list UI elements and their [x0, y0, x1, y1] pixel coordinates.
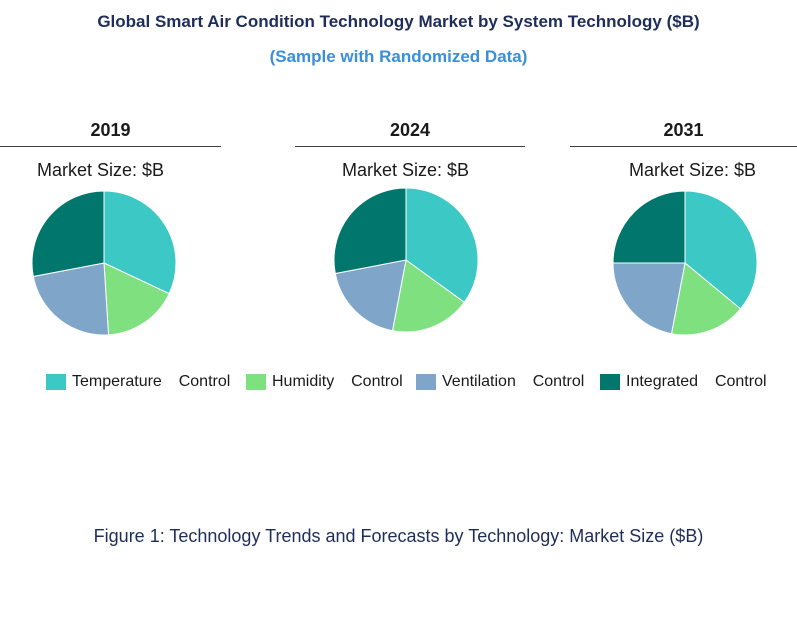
legend-label: Humidity Control — [272, 373, 403, 390]
legend-swatch — [246, 374, 266, 390]
pie-panel-2019: 2019 Market Size: $B — [0, 114, 221, 344]
pie-slice-humidity-control — [391, 259, 465, 333]
pie-chart-2031 — [612, 190, 758, 336]
year-divider — [570, 146, 797, 147]
pie-slice-integrated-control — [333, 187, 407, 275]
legend-item-humidity-control: Humidity Control — [246, 372, 403, 392]
market-size-label: Market Size: $B — [37, 160, 165, 180]
pie-slice-temperature-control — [103, 190, 177, 295]
market-size-label: Market Size: $B — [629, 160, 757, 180]
pie-slice-ventilation-control — [32, 262, 110, 336]
pie-slice-humidity-control — [103, 262, 170, 336]
pie-slice-humidity-control — [670, 262, 742, 336]
chart-title: Global Smart Air Condition Technology Ma… — [97, 12, 700, 31]
legend-swatch — [46, 374, 66, 390]
pie-year-label: 2019 — [90, 120, 131, 140]
pie-chart-2024 — [333, 187, 479, 333]
pie-year-label: 2024 — [389, 120, 431, 140]
pie-slice-ventilation-control — [612, 262, 686, 335]
legend-label: Ventilation Control — [442, 373, 585, 390]
legend-item-integrated-control: Integrated Control — [600, 372, 767, 392]
pie-slice-ventilation-control — [334, 259, 407, 332]
pie-chart-2019 — [31, 190, 177, 336]
year-divider — [0, 146, 221, 147]
legend: Temperature Control Humidity Control Ven… — [0, 372, 797, 392]
chart-subtitle: (Sample with Randomized Data) — [269, 47, 528, 66]
legend-label: Integrated Control — [626, 373, 767, 390]
pie-panel-2024: 2024 Market Size: $B — [295, 114, 525, 344]
figure-caption: Figure 1: Technology Trends and Forecast… — [93, 526, 704, 546]
year-divider — [295, 146, 525, 147]
pie-slice-temperature-control — [405, 187, 479, 304]
pie-slice-integrated-control — [612, 190, 686, 264]
legend-item-temperature-control: Temperature Control — [46, 372, 230, 392]
legend-swatch — [416, 374, 436, 390]
legend-swatch — [600, 374, 620, 390]
legend-label: Temperature Control — [72, 373, 231, 390]
pie-slice-temperature-control — [684, 190, 758, 310]
market-size-label: Market Size: $B — [342, 160, 470, 180]
pie-year-label: 2031 — [663, 120, 704, 140]
legend-item-ventilation-control: Ventilation Control — [416, 372, 584, 392]
pie-panel-2031: 2031 Market Size: $B — [570, 114, 797, 344]
pie-slice-integrated-control — [31, 190, 105, 278]
